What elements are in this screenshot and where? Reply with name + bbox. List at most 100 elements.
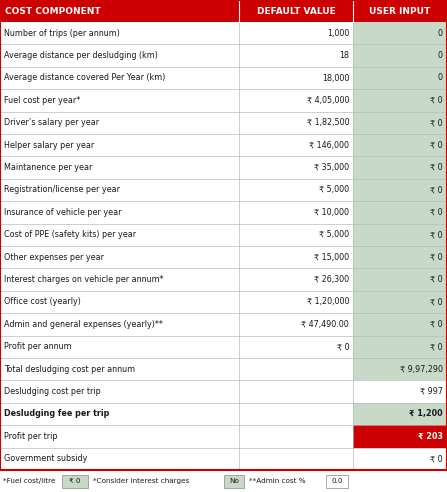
Bar [353,179,447,201]
Bar [353,425,447,448]
Text: Fuel cost per year*: Fuel cost per year* [4,96,80,105]
Bar [0,336,353,358]
Bar [0,291,353,313]
Text: ₹ 0: ₹ 0 [430,275,443,284]
Bar [353,89,447,112]
Bar [0,201,353,223]
Text: ₹ 0: ₹ 0 [430,342,443,351]
Text: ₹ 1,200: ₹ 1,200 [409,409,443,419]
Bar [0,223,353,246]
Text: Admin and general expenses (yearly)**: Admin and general expenses (yearly)** [4,320,163,329]
Bar [0,0,447,22]
Bar [62,474,88,488]
Bar [0,22,353,44]
Text: ₹ 9,97,290: ₹ 9,97,290 [400,365,443,374]
Text: ₹ 0: ₹ 0 [430,185,443,194]
Text: Office cost (yearly): Office cost (yearly) [4,298,81,307]
Text: ₹ 0: ₹ 0 [430,320,443,329]
Text: ₹ 0: ₹ 0 [430,454,443,463]
Text: 0.0: 0.0 [331,478,343,484]
Text: 18,000: 18,000 [322,73,349,83]
Text: ₹ 26,300: ₹ 26,300 [314,275,349,284]
Text: No: No [229,478,239,484]
Text: COST COMPONENT: COST COMPONENT [5,6,101,16]
Text: 0: 0 [438,29,443,38]
Text: Helper salary per year: Helper salary per year [4,141,94,150]
Text: ₹ 4,05,000: ₹ 4,05,000 [307,96,349,105]
Text: 0: 0 [438,73,443,83]
Text: Other expenses per year: Other expenses per year [4,253,104,262]
Text: *Consider interest charges: *Consider interest charges [93,478,190,484]
Text: 1,000: 1,000 [327,29,349,38]
Text: ₹ 47,490.00: ₹ 47,490.00 [301,320,349,329]
Text: ₹ 146,000: ₹ 146,000 [309,141,349,150]
Text: ₹ 1,20,000: ₹ 1,20,000 [307,298,349,307]
Text: ₹ 1,82,500: ₹ 1,82,500 [307,118,349,127]
Bar [0,380,353,403]
Text: Interest charges on vehicle per annum*: Interest charges on vehicle per annum* [4,275,164,284]
Bar [353,291,447,313]
Text: ₹ 15,000: ₹ 15,000 [314,253,349,262]
Bar [0,67,353,89]
Text: ₹ 0: ₹ 0 [430,96,443,105]
Text: Total desludging cost per annum: Total desludging cost per annum [4,365,135,374]
Text: ₹ 0: ₹ 0 [430,230,443,239]
Text: Cost of PPE (safety kits) per year: Cost of PPE (safety kits) per year [4,230,136,239]
Text: Maintanence per year: Maintanence per year [4,163,93,172]
Text: ₹ 0: ₹ 0 [430,118,443,127]
Bar [353,201,447,223]
Bar [0,89,353,112]
Bar [353,112,447,134]
Text: ₹ 997: ₹ 997 [420,387,443,396]
Text: 18: 18 [339,51,349,60]
Bar [0,179,353,201]
Text: ₹ 0: ₹ 0 [430,141,443,150]
Bar [353,22,447,44]
Text: ₹ 0: ₹ 0 [337,342,349,351]
Text: ₹ 0: ₹ 0 [430,298,443,307]
Text: USER INPUT: USER INPUT [369,6,431,16]
Text: ₹ 0: ₹ 0 [430,253,443,262]
Bar [0,358,353,380]
Bar [353,269,447,291]
Bar [0,269,353,291]
Text: Profit per trip: Profit per trip [4,432,58,441]
Text: ₹ 5,000: ₹ 5,000 [319,185,349,194]
Text: ₹ 5,000: ₹ 5,000 [319,230,349,239]
Text: Number of trips (per annum): Number of trips (per annum) [4,29,120,38]
Text: Average distance per desludging (km): Average distance per desludging (km) [4,51,158,60]
Bar [0,403,353,425]
Bar [353,246,447,269]
Bar [224,474,244,488]
Text: ₹ 0: ₹ 0 [430,163,443,172]
Bar [0,313,353,336]
Bar [0,44,353,67]
Bar [353,67,447,89]
Text: Profit per annum: Profit per annum [4,342,72,351]
Text: Desludging fee per trip: Desludging fee per trip [4,409,110,419]
Text: *Fuel cost/litre: *Fuel cost/litre [3,478,55,484]
Text: 0: 0 [438,51,443,60]
Text: Government subsidy: Government subsidy [4,454,87,463]
Bar [353,380,447,403]
Text: Desludging cost per trip: Desludging cost per trip [4,387,101,396]
Text: **Admin cost %: **Admin cost % [249,478,306,484]
Bar [0,112,353,134]
Bar [353,156,447,179]
Text: Insurance of vehicle per year: Insurance of vehicle per year [4,208,122,217]
Text: Driver’s salary per year: Driver’s salary per year [4,118,99,127]
Text: ₹ 203: ₹ 203 [418,432,443,441]
Bar [353,134,447,156]
Bar [0,246,353,269]
Bar [353,403,447,425]
Bar [326,474,348,488]
Text: DEFAULT VALUE: DEFAULT VALUE [257,6,336,16]
Text: Average distance covered Per Year (km): Average distance covered Per Year (km) [4,73,165,83]
Bar [353,358,447,380]
Bar [353,44,447,67]
Bar [0,134,353,156]
Bar [353,313,447,336]
Text: ₹ 0: ₹ 0 [430,208,443,217]
Text: Registration/license per year: Registration/license per year [4,185,120,194]
Bar [353,336,447,358]
